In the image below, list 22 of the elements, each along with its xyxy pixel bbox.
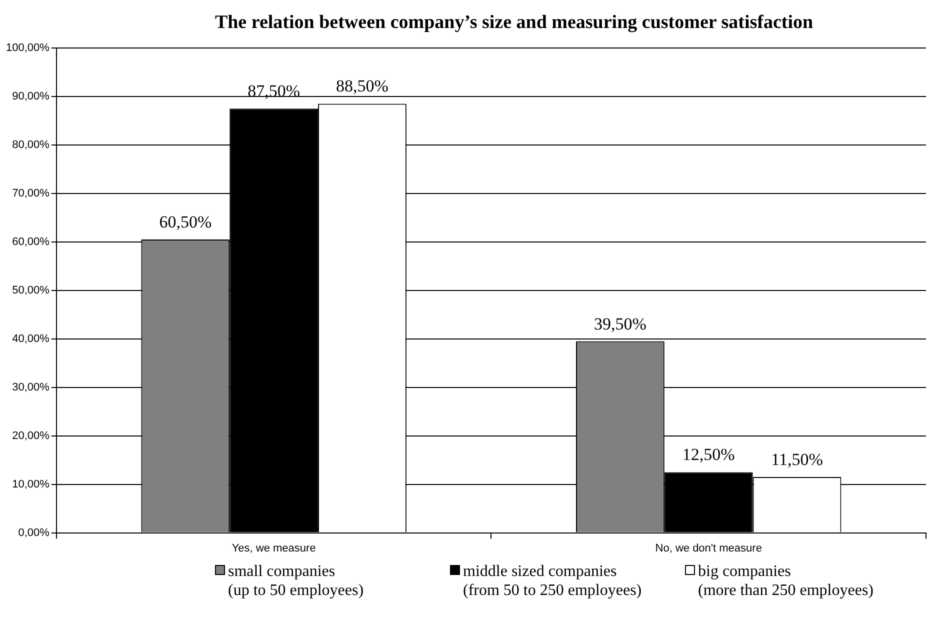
x-tick-label: Yes, we measure	[232, 542, 316, 554]
y-tick-label: 60,00%	[12, 236, 50, 248]
data-label: 88,50%	[336, 76, 388, 96]
data-label: 60,50%	[159, 212, 212, 232]
data-label: 11,50%	[771, 450, 823, 470]
y-tick-label: 30,00%	[12, 381, 50, 394]
data-label: 39,50%	[594, 314, 646, 334]
y-tick-label: 70,00%	[12, 187, 50, 200]
y-tick-label: 40,00%	[12, 332, 50, 345]
y-tick-label: 90,00%	[12, 90, 50, 103]
x-tick-label: No, we don't measure	[655, 542, 762, 554]
y-tick-label: 50,00%	[12, 284, 50, 296]
y-tick-label: 80,00%	[12, 138, 50, 151]
y-tick-label: 20,00%	[12, 430, 50, 442]
chart-title: The relation between company’s size and measuring customer satisfaction	[214, 12, 814, 35]
y-tick-label: 10,00%	[12, 478, 50, 490]
data-label: 12,50%	[682, 445, 735, 464]
y-tick-label: 100,00%	[6, 42, 50, 54]
legend-label: big companies (more than 250 employees)	[698, 562, 874, 600]
y-tick-label: 0,00%	[18, 526, 50, 539]
legend-label: middle sized companies (from 50 to 250 employees)	[463, 562, 642, 600]
legend-label: small companies (up to 50 employees)	[228, 562, 364, 600]
